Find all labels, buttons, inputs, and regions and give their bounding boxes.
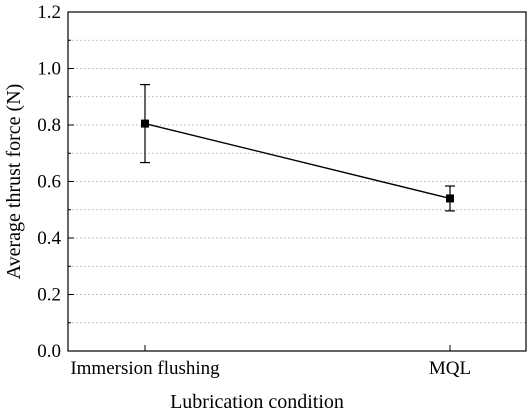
data-point-marker (446, 194, 454, 203)
axis-ticks: 0.0 0.2 0.4 0.6 0.8 1.0 1.2 Immersion flushing M… (37, 2, 471, 379)
y-tick-label: 0.8 (37, 115, 61, 136)
grid-lines (68, 39, 526, 324)
x-axis-title: Lubrication condition (170, 391, 344, 413)
x-tick-label: Immersion flushing (70, 358, 220, 379)
series-group (140, 84, 455, 212)
x-tick-label: MQL (429, 358, 471, 379)
y-tick-label: 1.0 (37, 59, 61, 80)
series-line (144, 122, 451, 200)
y-axis-title: Average thrust force (N) (3, 84, 25, 280)
y-tick-label: 0.0 (37, 341, 61, 362)
y-tick-label: 0.6 (37, 172, 61, 193)
y-tick-label: 1.2 (37, 2, 61, 23)
y-tick-label: 0.4 (37, 228, 61, 249)
data-point-marker (141, 119, 149, 128)
y-tick-label: 0.2 (37, 285, 61, 306)
